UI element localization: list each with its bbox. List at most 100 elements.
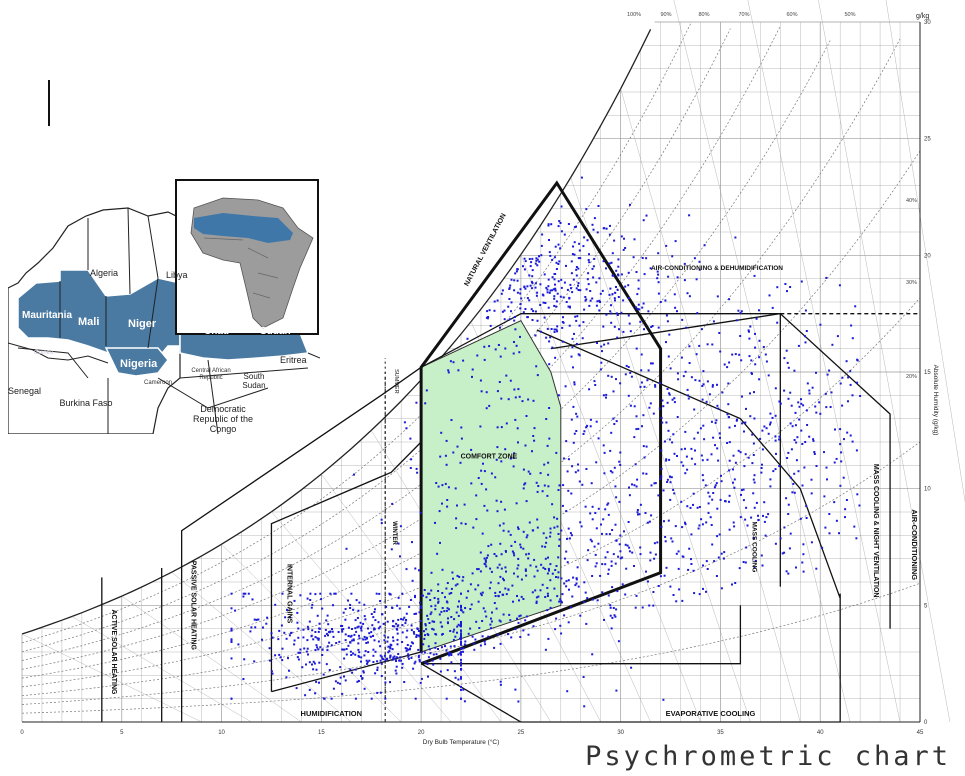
data-point (351, 628, 353, 630)
data-point (607, 374, 610, 377)
data-point (797, 401, 800, 404)
data-point (536, 291, 539, 294)
data-point (495, 607, 498, 610)
data-point (692, 569, 695, 572)
data-point (299, 648, 302, 651)
label-mass-cooling-night: MASS COOLING & NIGHT VENTILATION (872, 464, 879, 598)
data-point (434, 646, 437, 649)
data-point (583, 581, 586, 584)
data-point (568, 537, 571, 540)
data-point (828, 532, 831, 535)
data-point (557, 489, 560, 491)
data-point (274, 603, 277, 606)
data-point (499, 326, 501, 329)
data-point (568, 297, 571, 300)
data-point (439, 541, 441, 544)
data-point (355, 630, 358, 633)
data-point (607, 568, 610, 571)
data-point (774, 414, 777, 417)
data-point (716, 404, 719, 407)
data-point (704, 484, 707, 487)
data-point (476, 354, 479, 357)
data-point (641, 606, 644, 609)
data-point (555, 451, 558, 454)
data-point (465, 596, 468, 599)
data-point (614, 523, 617, 526)
data-point (602, 260, 605, 263)
data-point (278, 653, 281, 656)
data-point (377, 621, 380, 624)
data-point (601, 289, 604, 292)
data-point (349, 604, 352, 606)
data-point (648, 604, 651, 607)
data-point (677, 378, 680, 381)
data-point (561, 504, 564, 507)
data-point (625, 364, 628, 367)
data-point (331, 630, 334, 633)
data-point (509, 619, 512, 622)
data-point (545, 536, 548, 539)
data-point (755, 501, 758, 504)
data-point (608, 533, 611, 536)
data-point (293, 639, 296, 642)
data-point (456, 631, 458, 634)
data-point (321, 607, 324, 610)
data-point (416, 628, 419, 630)
data-point (815, 465, 818, 467)
data-point (407, 655, 410, 658)
data-point (805, 505, 808, 508)
data-point (556, 325, 559, 328)
data-point (813, 453, 816, 455)
data-point (309, 599, 312, 601)
data-point (399, 555, 401, 558)
data-point (549, 531, 552, 534)
data-point (590, 482, 593, 485)
data-point (537, 485, 540, 487)
data-point (379, 691, 382, 694)
data-point (418, 569, 420, 572)
data-point (629, 203, 631, 206)
data-point (660, 416, 663, 419)
data-point (563, 582, 566, 585)
data-point (558, 600, 561, 603)
data-point (711, 343, 714, 346)
data-point (312, 660, 315, 663)
data-point (744, 561, 747, 564)
data-point (357, 609, 360, 612)
data-point (624, 285, 627, 288)
data-point (230, 697, 233, 700)
data-point (855, 537, 858, 540)
data-point (385, 605, 388, 608)
data-point (748, 337, 751, 340)
data-point (622, 330, 625, 333)
data-point (293, 599, 296, 602)
x-tick-label: 35 (717, 730, 724, 736)
data-point (653, 557, 656, 560)
data-point (269, 659, 271, 662)
data-point (654, 482, 657, 485)
label-chad: Chad (204, 326, 229, 337)
data-point (648, 406, 651, 409)
data-point (579, 614, 582, 617)
data-point (511, 550, 514, 553)
data-point (682, 464, 685, 467)
data-point (460, 664, 462, 667)
data-point (776, 286, 779, 289)
data-point (490, 617, 492, 620)
data-point (230, 641, 233, 643)
data-point (498, 524, 501, 527)
data-point (277, 638, 280, 641)
data-point (794, 411, 797, 414)
enthalpy-line (520, 254, 701, 723)
data-point (732, 481, 734, 484)
data-point (589, 512, 592, 515)
data-point (815, 371, 817, 374)
data-point (711, 384, 714, 387)
data-point (659, 301, 662, 303)
data-point (460, 653, 462, 656)
data-point (586, 559, 589, 562)
data-point (731, 583, 733, 586)
data-point (615, 378, 617, 381)
data-point (419, 601, 421, 604)
data-point (557, 225, 560, 228)
